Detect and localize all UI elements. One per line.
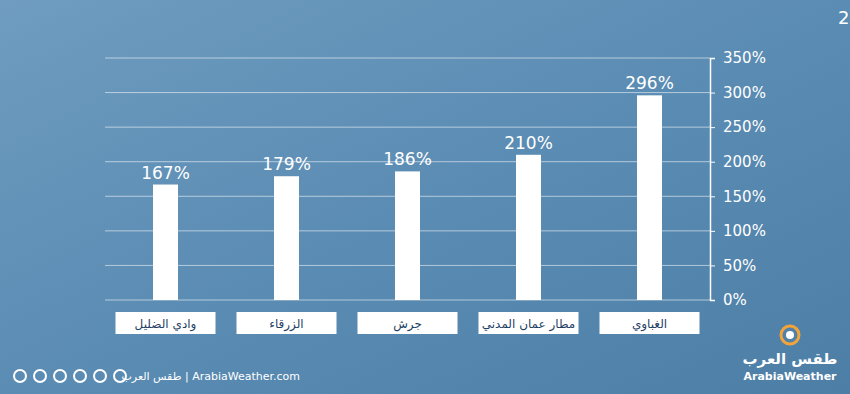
social-icon	[54, 370, 66, 382]
y-tick-mark	[710, 196, 715, 197]
y-tick-label: 150%	[723, 188, 766, 206]
logo: طقس العرب ArabiaWeather	[743, 326, 838, 383]
y-tick-mark	[710, 231, 715, 232]
y-tick: 350%	[710, 49, 766, 67]
footer: طقس العرب | ArabiaWeather.com	[121, 370, 300, 383]
social-icon	[94, 370, 106, 382]
bars	[153, 95, 662, 300]
data-label: 186%	[383, 149, 432, 169]
y-tick-mark	[710, 93, 715, 94]
y-tick: 50%	[710, 257, 756, 275]
title: أعلى 5 مناطق أداءً للموسم المطري بالمُقا…	[838, 6, 850, 29]
y-tick-label: 250%	[723, 118, 766, 136]
bar	[516, 155, 541, 300]
data-label: 210%	[504, 133, 553, 153]
y-tick-mark	[710, 300, 715, 301]
y-tick-label: 50%	[723, 257, 756, 275]
data-label: 296%	[625, 73, 674, 93]
bar	[395, 171, 420, 300]
x-axis: وادي الضليل الزرقاء جرش مطار عمان المدني الغ…	[116, 312, 700, 334]
y-tick: 100%	[710, 222, 766, 240]
logo-icon	[786, 331, 794, 339]
y-axis: 0% 50% 100% 150% 200% 250% 300% 350%	[710, 49, 766, 309]
background	[0, 0, 850, 394]
category-box	[358, 312, 458, 334]
y-tick: 250%	[710, 118, 766, 136]
y-tick-mark	[710, 127, 715, 128]
category-box	[600, 312, 700, 334]
grid-line	[105, 58, 710, 59]
y-tick: 300%	[710, 84, 766, 102]
grid	[105, 58, 710, 300]
y-tick-label: 300%	[723, 84, 766, 102]
social-icon	[74, 370, 86, 382]
y-tick-mark	[710, 265, 715, 266]
social-icons	[14, 370, 126, 382]
y-axis-line	[711, 59, 716, 301]
social-icon	[34, 370, 46, 382]
category-box	[479, 312, 579, 334]
x-tick-label: الغباوي	[632, 317, 667, 332]
y-tick: 0%	[710, 291, 747, 309]
y-tick-mark	[710, 58, 715, 59]
social-icon	[14, 370, 26, 382]
bar	[274, 176, 299, 300]
x-tick-label: مطار عمان المدني	[482, 317, 576, 332]
y-tick: 200%	[710, 153, 766, 171]
y-tick: 150%	[710, 188, 766, 206]
logo-text: طقس العرب	[743, 350, 838, 368]
logo-icon	[781, 326, 799, 344]
data-label: 179%	[262, 154, 311, 174]
y-tick-mark	[710, 162, 715, 163]
y-tick-label: 350%	[723, 49, 766, 67]
data-label: 167%	[141, 163, 190, 183]
chart: أعلى 5 مناطق أداءً للموسم المطري بالمُقا…	[0, 0, 850, 394]
logo-text: ArabiaWeather	[743, 370, 837, 383]
y-tick-label: 0%	[723, 291, 747, 309]
social-icon	[114, 370, 126, 382]
bar	[153, 185, 178, 300]
category-box	[237, 312, 337, 334]
y-tick-label: 100%	[723, 222, 766, 240]
bar	[637, 95, 662, 300]
data-labels: 167% 179% 186% 210% 296%	[141, 73, 674, 182]
x-tick-label: وادي الضليل	[135, 317, 197, 332]
y-tick-label: 200%	[723, 153, 766, 171]
grid-line	[105, 127, 710, 128]
x-tick-label: الزرقاء	[269, 317, 303, 332]
category-box	[116, 312, 216, 334]
grid-line	[105, 92, 710, 93]
x-tick-label: جرش	[393, 317, 422, 332]
